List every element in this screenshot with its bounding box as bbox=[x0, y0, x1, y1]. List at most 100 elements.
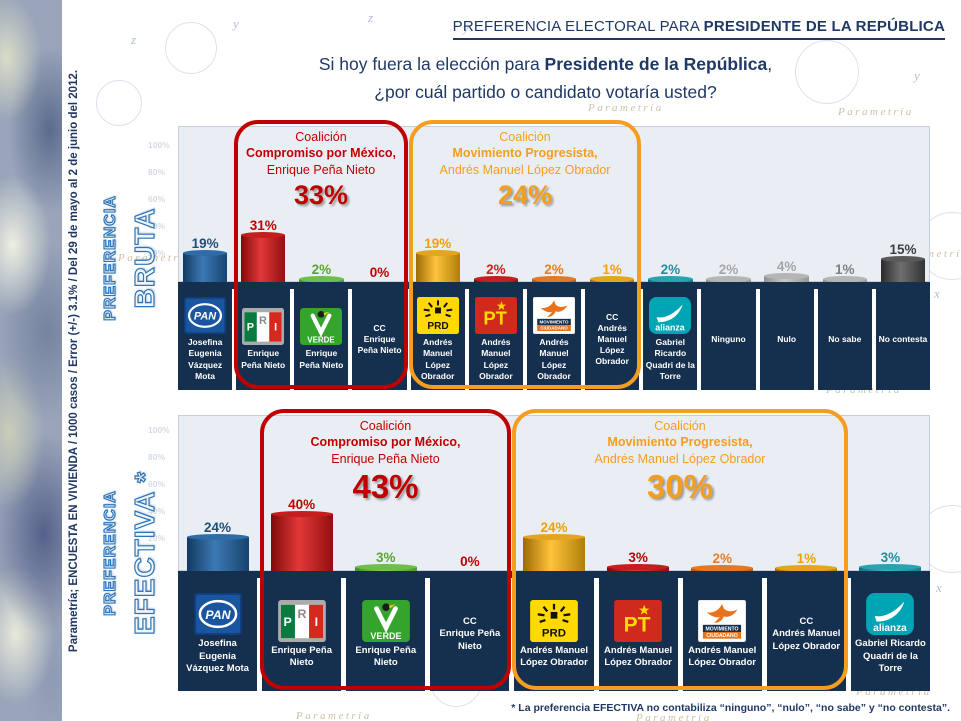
svg-text:VERDE: VERDE bbox=[308, 336, 335, 345]
ghost-tick-label: 80% bbox=[148, 167, 166, 177]
chart-column-pan: 24% PAN Josefina Eugenia Vázquez Mota bbox=[178, 415, 258, 691]
candidate-name: CC Andrés Manuel López Obrador bbox=[595, 311, 629, 367]
bar-zone-pt: 2% bbox=[469, 126, 523, 282]
question-pre: Si hoy fuera la elección para bbox=[318, 54, 545, 74]
candidate-box-cc-amlo: CC Andrés Manuel López Obrador bbox=[766, 578, 846, 691]
svg-text:PAN: PAN bbox=[205, 608, 231, 622]
coalition-line1: Coalición bbox=[499, 130, 551, 144]
chart-column-cc-epn: 0% CC Enrique Peña Nieto bbox=[430, 415, 510, 691]
coalition-line3: Andrés Manuel López Obrador bbox=[594, 451, 766, 466]
axis-letter-x: x bbox=[936, 580, 942, 595]
bar-value-label-prd: 19% bbox=[424, 236, 452, 251]
watermark-text: Parametría bbox=[588, 102, 664, 114]
ghost-tick-label: 100% bbox=[148, 425, 170, 435]
candidate-name: Enrique Peña Nieto bbox=[241, 348, 286, 370]
axis-baseline bbox=[178, 571, 930, 578]
watermark-text: Parametría bbox=[838, 106, 914, 118]
prd-logo-icon: PRD bbox=[416, 297, 459, 335]
candidate-name: Andrés Manuel López Obrador bbox=[537, 337, 571, 381]
ghost-axis-ticks: 100% 80% 60% 40% 20% bbox=[148, 425, 170, 543]
chart-body: 19% PAN Josefina Eugenia Vázquez Mota 31% P R… bbox=[178, 120, 931, 390]
chart-column-no-sabe: 1% No sabe bbox=[817, 126, 872, 390]
ghost-tick-label: 20% bbox=[148, 248, 166, 258]
bar-value-label-mc: 2% bbox=[544, 262, 564, 277]
svg-text:P: P bbox=[283, 614, 291, 628]
bar-value-label-ninguno: 2% bbox=[718, 262, 739, 277]
bar-zone-pri: 31% bbox=[236, 126, 290, 282]
candidate-name: CC Enrique Peña Nieto bbox=[357, 322, 402, 356]
bar-prd bbox=[415, 250, 461, 282]
section-label-preferencia: PREFERENCIA bbox=[101, 490, 119, 617]
bar-zone-no-sabe: 1% bbox=[818, 126, 872, 282]
bar-pt bbox=[473, 276, 519, 282]
bar-pan bbox=[182, 250, 228, 282]
candidate-box-cc-amlo: CC Andrés Manuel López Obrador bbox=[585, 289, 640, 390]
bar-value-label-no-contesta: 15% bbox=[889, 242, 917, 257]
mc-logo-icon: MOVIMIENTO CIUDADANO bbox=[533, 297, 576, 335]
bar-value-label-alianza: 3% bbox=[880, 550, 901, 565]
axis-letter-x: x bbox=[934, 286, 940, 301]
bar-prd bbox=[522, 534, 585, 571]
candidate-box-nulo: Nulo bbox=[759, 289, 814, 390]
bar-verde bbox=[354, 564, 417, 571]
page-title-bold: PRESIDENTE DE LA REPÚBLICA bbox=[703, 18, 945, 35]
alianza-logo-icon: alianza bbox=[866, 593, 915, 636]
candidate-box-mc: MOVIMIENTO CIUDADANO Andrés Manuel López O… bbox=[526, 289, 582, 390]
candidate-box-cc-epn: CC Enrique Peña Nieto bbox=[352, 289, 407, 390]
svg-text:PT: PT bbox=[483, 308, 507, 329]
coalition-total-value: 33% bbox=[293, 179, 349, 210]
candidate-name: Gabriel Ricardo Quadri de la Torre bbox=[645, 337, 695, 381]
bar-value-label-cc-amlo: 1% bbox=[602, 262, 622, 277]
bar-zone-no-contesta: 15% bbox=[876, 126, 930, 282]
coalition-line2: Compromiso por México, bbox=[310, 435, 461, 450]
chart-column-mc: 2% MOVIMIENTO CIUDADANO Andrés Manuel López… bbox=[682, 415, 762, 691]
candidate-box-alianza: alianza Gabriel Ricardo Quadri de la Torr… bbox=[643, 289, 698, 390]
candidate-box-pan: PAN Josefina Eugenia Vázquez Mota bbox=[178, 578, 258, 691]
bar-cc-amlo bbox=[775, 565, 838, 571]
chart-column-no-contesta: 15% No contesta bbox=[875, 126, 931, 390]
chart-column-pan: 19% PAN Josefina Eugenia Vázquez Mota bbox=[178, 126, 233, 390]
ghost-tick-label: 20% bbox=[148, 533, 166, 543]
chart-column-pri: 40% P R I Enrique Peña Nieto bbox=[262, 415, 342, 691]
columns: 19% PAN Josefina Eugenia Vázquez Mota 31% P R… bbox=[178, 126, 931, 390]
columns: 24% PAN Josefina Eugenia Vázquez Mota 40% P R… bbox=[178, 415, 930, 691]
watermark-text: Parametría bbox=[118, 252, 194, 264]
svg-text:PRD: PRD bbox=[427, 321, 448, 332]
sketch-circle-icon bbox=[96, 80, 142, 126]
candidate-name: Andrés Manuel López Obrador bbox=[420, 337, 455, 381]
candidate-name: No sabe bbox=[828, 333, 862, 344]
candidate-box-verde: VERDE Enrique Peña Nieto bbox=[346, 578, 426, 691]
chart-column-pri: 31% P R I Enrique Peña Nieto bbox=[236, 126, 291, 390]
sketch-circle-icon bbox=[795, 40, 859, 104]
svg-text:R: R bbox=[297, 607, 306, 621]
bar-mc bbox=[691, 565, 754, 571]
bar-zone-cc-epn: 0% bbox=[430, 415, 509, 571]
candidate-name: Andrés Manuel López Obrador bbox=[519, 644, 589, 668]
chart-column-prd: 24% PRD Andrés Manuel López Obrador bbox=[514, 415, 594, 691]
bar-value-label-pan: 19% bbox=[191, 236, 219, 251]
bar-value-label-cc-amlo: 1% bbox=[796, 551, 817, 566]
axis-letter-z: z bbox=[131, 32, 137, 47]
bar-value-label-pri: 40% bbox=[288, 497, 316, 512]
chart-column-pt: 3% PT Andrés Manuel López Obrador bbox=[598, 415, 678, 691]
bar-value-label-cc-epn: 0% bbox=[369, 265, 390, 280]
coalition-total-value: 24% bbox=[497, 179, 553, 210]
bar-ninguno bbox=[706, 276, 752, 282]
prd-logo-icon: PRD bbox=[530, 599, 578, 642]
bar-no-sabe bbox=[822, 276, 868, 282]
footnote: * La preferencia EFECTIVA no contabiliza… bbox=[511, 702, 950, 714]
candidate-name: Nulo bbox=[777, 333, 797, 344]
bar-zone-pri: 40% bbox=[262, 415, 341, 571]
candidate-name: Josefina Eugenia Vázquez Mota bbox=[186, 638, 249, 675]
candidate-box-no-sabe: No sabe bbox=[817, 289, 872, 390]
svg-text:VERDE: VERDE bbox=[370, 631, 401, 641]
svg-text:PT: PT bbox=[624, 613, 651, 636]
bar-value-label-prd: 24% bbox=[540, 520, 568, 535]
bar-zone-prd: 19% bbox=[411, 126, 465, 282]
bar-value-label-no-sabe: 1% bbox=[835, 262, 855, 277]
chart-column-ninguno: 2% Ninguno bbox=[701, 126, 756, 390]
svg-text:I: I bbox=[314, 614, 317, 628]
bar-zone-cc-epn: 0% bbox=[352, 126, 406, 282]
svg-text:I: I bbox=[274, 322, 277, 334]
